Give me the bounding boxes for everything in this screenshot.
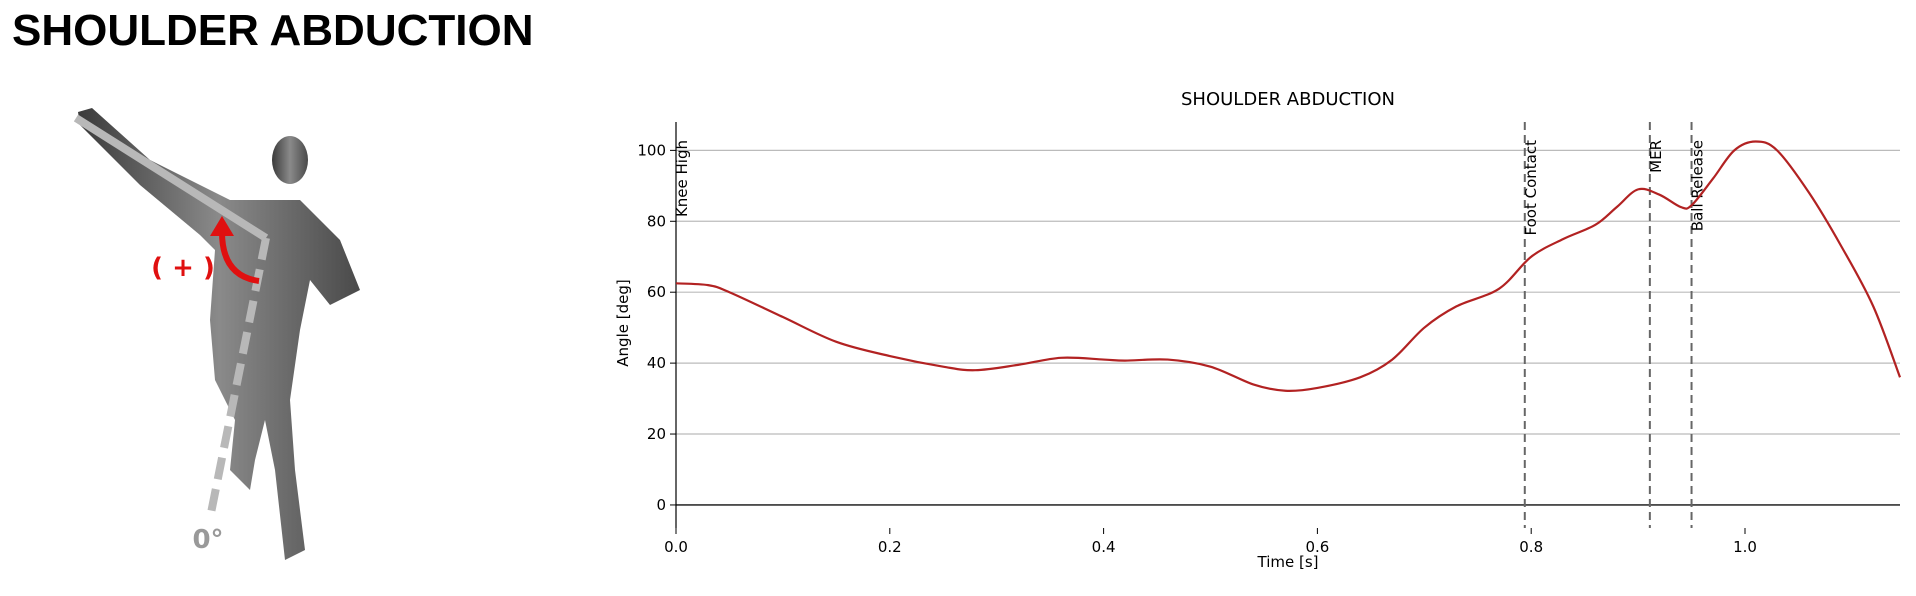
reference-line (207, 237, 270, 514)
y-tick-label: 20 (647, 425, 666, 443)
rotation-arrow (219, 231, 260, 284)
x-tick-label: 0.2 (878, 538, 902, 556)
chart-title: SHOULDER ABDUCTION (1181, 89, 1395, 110)
body-silhouette (78, 108, 360, 560)
y-tick-label: 0 (656, 496, 666, 514)
x-tick-label: 0.8 (1519, 538, 1543, 556)
zero-label: 0° (192, 525, 223, 555)
event-label: Knee High (673, 140, 691, 217)
x-axis-label: Time [s] (1257, 553, 1319, 571)
event-label: Ball Release (1689, 140, 1707, 231)
x-tick-label: 0.6 (1305, 538, 1329, 556)
y-tick-label: 100 (637, 141, 666, 159)
x-tick-label: 1.0 (1733, 538, 1757, 556)
figure: ( + ) 0° (73, 108, 360, 560)
y-tick-label: 80 (647, 212, 666, 230)
y-tick-label: 60 (647, 283, 666, 301)
y-axis-label: Angle [deg] (614, 279, 632, 366)
event-label: MER (1647, 140, 1665, 173)
x-tick-label: 0.4 (1092, 538, 1116, 556)
arrow-head (210, 216, 234, 236)
arm-line (73, 114, 269, 242)
plus-label: ( + ) (151, 253, 215, 283)
page-title: SHOULDER ABDUCTION (12, 6, 534, 55)
event-label: Foot Contact (1522, 140, 1540, 236)
y-tick-label: 40 (647, 354, 666, 372)
x-tick-label: 0.0 (664, 538, 688, 556)
data-line (675, 140, 1902, 393)
